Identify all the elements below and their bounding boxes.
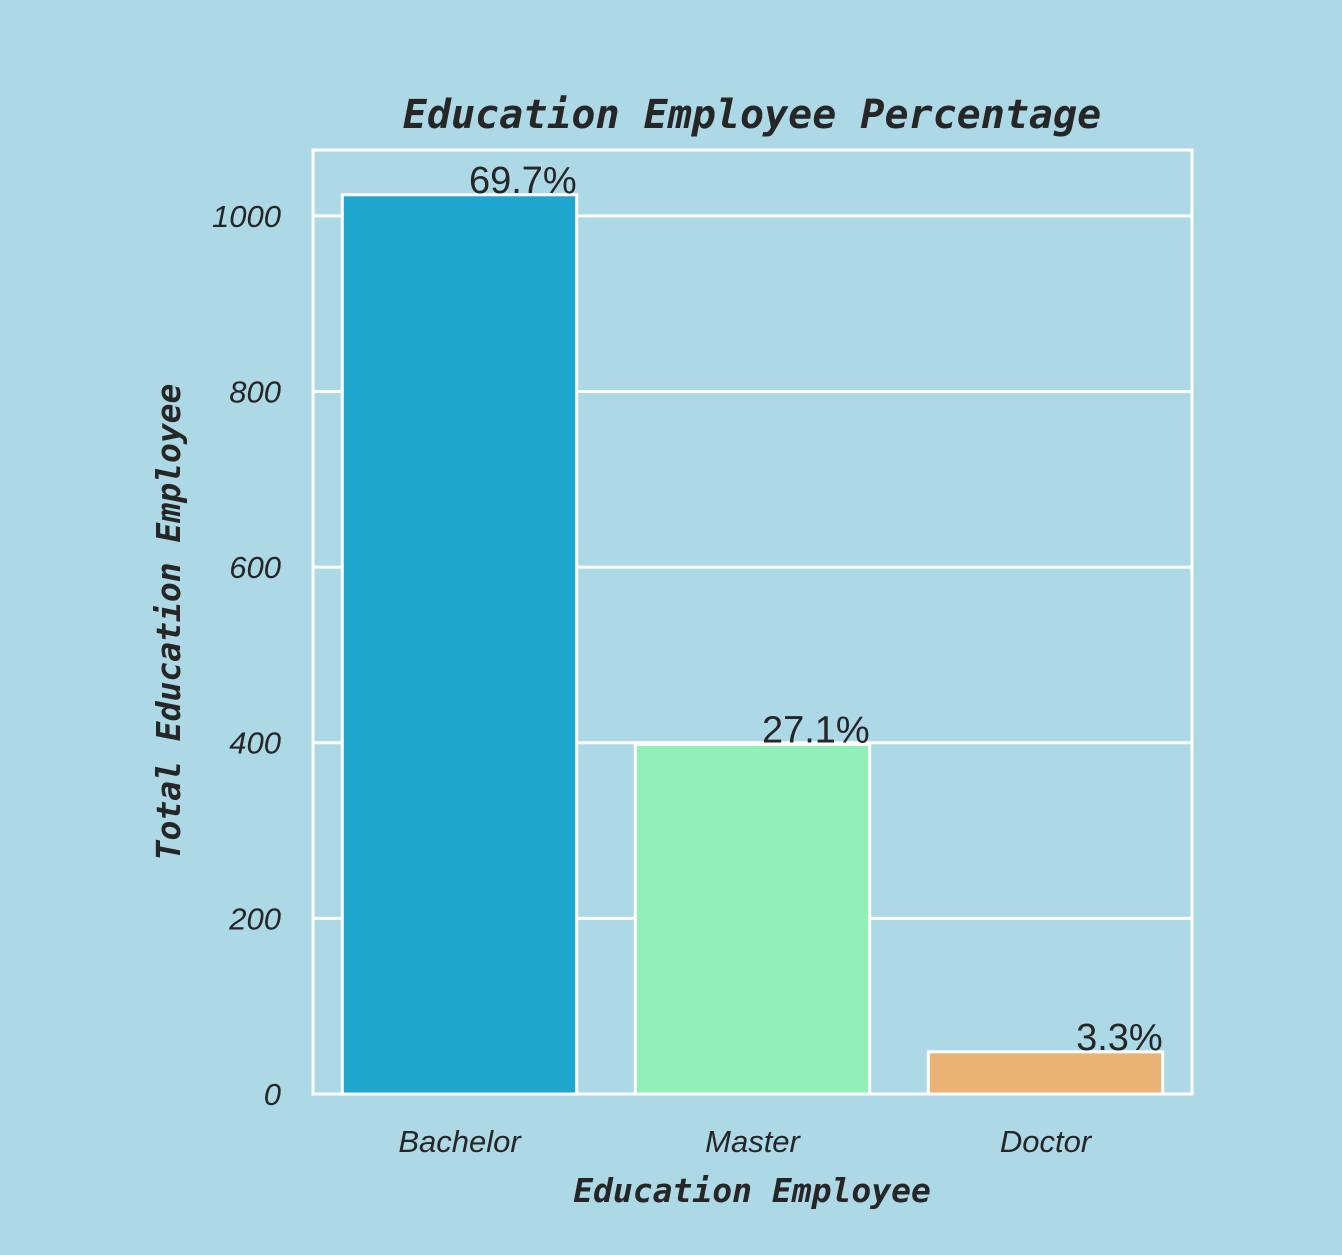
data-labels: 69.7% 27.1% 3.3%	[469, 160, 1163, 1059]
y-tick-label: 0	[264, 1077, 281, 1112]
y-tick-label: 1000	[212, 199, 281, 234]
plot-frame	[311, 148, 1194, 1096]
y-tick-labels: 0 200 400 600 800 1000	[212, 199, 281, 1112]
data-label: 3.3%	[1076, 1017, 1163, 1059]
y-tick-label: 200	[228, 901, 281, 936]
x-tick-labels: Bachelor Master Doctor	[398, 1124, 1093, 1159]
data-label: 69.7%	[469, 160, 577, 202]
y-tick-label: 600	[229, 550, 281, 585]
x-tick-label: Master	[705, 1124, 801, 1159]
data-label: 27.1%	[762, 710, 870, 752]
y-tick-label: 800	[229, 374, 281, 409]
chart-title: Education Employee Percentage	[403, 92, 1101, 138]
x-tick-label: Doctor	[1000, 1124, 1093, 1159]
x-axis-title: Education Employee	[573, 1171, 931, 1210]
y-tick-label: 400	[229, 726, 281, 761]
x-tick-label: Bachelor	[398, 1124, 522, 1159]
bar-master	[633, 743, 872, 1096]
y-axis-title: Total Education Employee	[149, 384, 188, 861]
bar-bachelor	[340, 193, 579, 1096]
bars	[340, 193, 1165, 1096]
